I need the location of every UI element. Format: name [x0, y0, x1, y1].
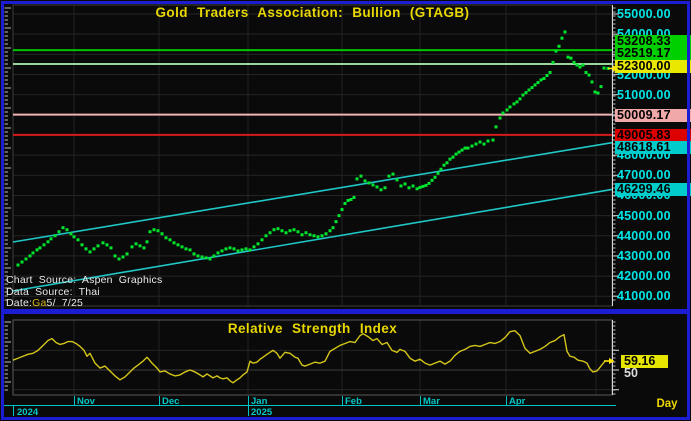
month-label: Feb — [345, 395, 362, 407]
support-resistance-lines — [13, 49, 612, 136]
chart-source-line: Chart Source: Aspen Graphics — [6, 274, 163, 286]
month-label: Nov — [77, 395, 95, 407]
price-axis-tick-label: 55000.00 — [617, 6, 671, 21]
month-label: Dec — [162, 395, 180, 407]
gridlines — [13, 5, 612, 394]
rsi-50-level-label: 50 — [624, 366, 638, 380]
price-axis-tick-label: 44000.00 — [617, 228, 671, 243]
date-value: 5/ 7/25 — [46, 297, 84, 309]
price-axis-tick-label: 51000.00 — [617, 87, 671, 102]
price-level-badge: 48618.61 — [615, 140, 691, 154]
rsi-current-value-label: 59.16 — [621, 355, 668, 368]
price-level-badge: 52519.17 — [615, 47, 691, 60]
year-label: 2024 — [17, 406, 39, 418]
data-source-line: Data Source: Thai — [6, 285, 100, 298]
date-prefix: Date: — [6, 297, 33, 309]
price-level-badge: 52300.00 — [615, 59, 691, 73]
source-credits: Chart Source: Aspen Graphics Data Source… — [6, 274, 163, 310]
rsi-panel-title: Relative Strength Index — [227, 321, 398, 336]
price-axis-tick-label: 47000.00 — [617, 167, 671, 182]
rsi-line — [12, 330, 606, 384]
trend-channel-lines — [12, 141, 613, 292]
price-axis-tick-label: 41000.00 — [617, 288, 671, 303]
price-level-badge: 50009.17 — [615, 108, 691, 122]
time-axis — [1, 396, 616, 416]
price-axis-tick-label: 42000.00 — [617, 268, 671, 283]
price-level-badge: 46299.46 — [615, 182, 691, 196]
price-level-badge: 53208.33 — [615, 34, 691, 48]
month-label: Jan — [251, 395, 268, 407]
year-label: 2025 — [251, 406, 273, 418]
date-marker: Ga — [32, 297, 47, 309]
price-axis-tick-label: 43000.00 — [617, 248, 671, 263]
date-line: Date:Ga5/ 7/25 — [6, 297, 162, 310]
panel-separator — [1, 309, 690, 314]
periodicity-label: Day — [656, 398, 678, 410]
price-dot-series — [16, 30, 610, 267]
tick-rulers — [4, 5, 619, 395]
month-label: Mar — [423, 395, 440, 407]
price-axis-tick-label: 45000.00 — [617, 208, 671, 223]
price-level-badge: 49005.83 — [615, 128, 691, 142]
month-label: Apr — [509, 395, 526, 407]
price-chart-title: Gold Traders Association: Bullion (GTAGB… — [155, 5, 470, 20]
